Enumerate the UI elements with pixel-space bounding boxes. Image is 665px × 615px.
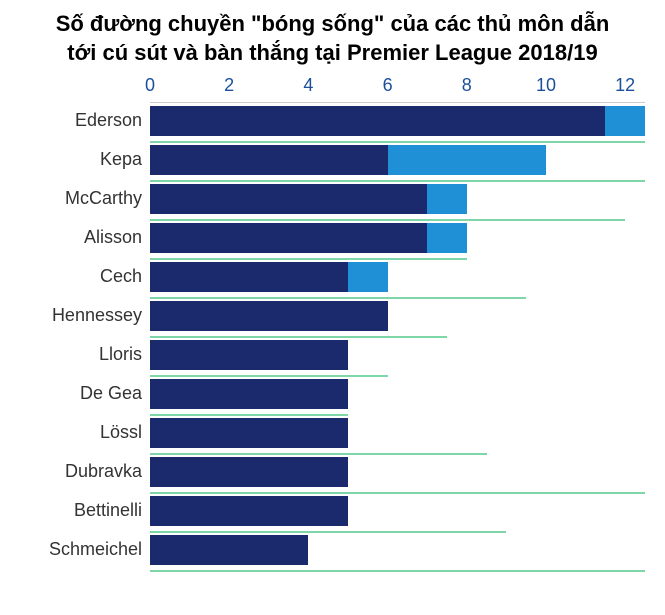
bar-primary [150, 262, 348, 292]
bar-track [150, 532, 645, 571]
player-label: Cech [20, 259, 150, 285]
chart-title: Số đường chuyền "bóng sống" của các thủ … [20, 10, 645, 67]
player-label: Schmeichel [20, 532, 150, 558]
axis-tick: 0 [145, 75, 155, 96]
bar-row: Bettinelli [20, 493, 645, 532]
player-label: Lössl [20, 415, 150, 441]
bar-primary [150, 301, 388, 331]
chart-title-line1: Số đường chuyền "bóng sống" của các thủ … [20, 10, 645, 39]
bar-track [150, 103, 645, 142]
axis-tick: 8 [462, 75, 472, 96]
axis-tick: 12 [615, 75, 635, 96]
bar-row: Lössl [20, 415, 645, 454]
axis-tick: 4 [303, 75, 313, 96]
bar-primary [150, 496, 348, 526]
bar-primary [150, 535, 308, 565]
bar-row: Ederson [20, 103, 645, 142]
axis-ticks: 024681012 [150, 75, 645, 103]
bar-row: Hennessey [20, 298, 645, 337]
bars-area: Ederson Kepa McCarthy Alisson Cech Hennessey L… [20, 103, 645, 571]
player-label: Alisson [20, 220, 150, 246]
axis-tick: 6 [383, 75, 393, 96]
bar-row: De Gea [20, 376, 645, 415]
bar-track [150, 259, 645, 298]
bar-primary [150, 223, 427, 253]
bar-track [150, 454, 645, 493]
bar-primary [150, 340, 348, 370]
bar-primary [150, 106, 605, 136]
bar-row: Dubravka [20, 454, 645, 493]
player-label: McCarthy [20, 181, 150, 207]
bar-track [150, 220, 645, 259]
x-axis: 0 2 4 6 8 10 12 [20, 75, 645, 103]
bar-track [150, 181, 645, 220]
bar-primary [150, 184, 427, 214]
player-label: Kepa [20, 142, 150, 168]
bar-row: Kepa [20, 142, 645, 181]
bar-track [150, 298, 645, 337]
bar-primary [150, 418, 348, 448]
bar-track [150, 376, 645, 415]
player-label: Hennessey [20, 298, 150, 324]
chart-area: 0 2 4 6 8 10 12 Ederson Kepa McCarthy Alisson Cech… [20, 75, 645, 571]
bar-row: McCarthy [20, 181, 645, 220]
bar-row: Alisson [20, 220, 645, 259]
player-label: Bettinelli [20, 493, 150, 519]
bar-track [150, 415, 645, 454]
bar-row: Cech [20, 259, 645, 298]
player-label: Lloris [20, 337, 150, 363]
axis-tick: 2 [224, 75, 234, 96]
bar-track [150, 493, 645, 532]
bar-primary [150, 145, 388, 175]
reference-line [150, 570, 645, 572]
axis-tick: 10 [536, 75, 556, 96]
bar-row: Lloris [20, 337, 645, 376]
bar-track [150, 337, 645, 376]
bar-row: Schmeichel [20, 532, 645, 571]
bar-track [150, 142, 645, 181]
bar-primary [150, 457, 348, 487]
player-label: De Gea [20, 376, 150, 402]
player-label: Ederson [20, 103, 150, 129]
chart-title-line2: tới cú sút và bàn thắng tại Premier Leag… [20, 39, 645, 68]
bar-primary [150, 379, 348, 409]
player-label: Dubravka [20, 454, 150, 480]
